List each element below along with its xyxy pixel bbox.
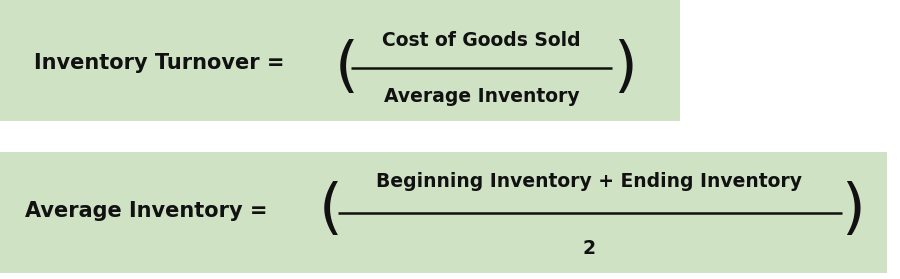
Text: (: ( [319, 181, 342, 240]
Text: Beginning Inventory + Ending Inventory: Beginning Inventory + Ending Inventory [376, 172, 803, 191]
Text: 2: 2 [583, 239, 596, 258]
Text: Average Inventory: Average Inventory [383, 87, 580, 106]
Text: ): ) [614, 39, 637, 98]
FancyBboxPatch shape [0, 0, 680, 121]
Text: Average Inventory =: Average Inventory = [25, 201, 275, 221]
Text: (: ( [335, 39, 358, 98]
FancyBboxPatch shape [0, 152, 886, 273]
Text: Inventory Turnover =: Inventory Turnover = [34, 53, 292, 73]
Text: Cost of Goods Sold: Cost of Goods Sold [382, 31, 580, 50]
Text: ): ) [842, 181, 865, 240]
